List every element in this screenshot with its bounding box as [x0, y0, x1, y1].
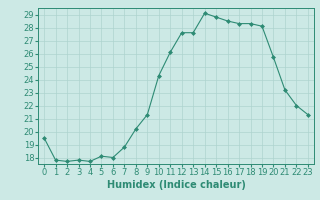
X-axis label: Humidex (Indice chaleur): Humidex (Indice chaleur) [107, 180, 245, 190]
